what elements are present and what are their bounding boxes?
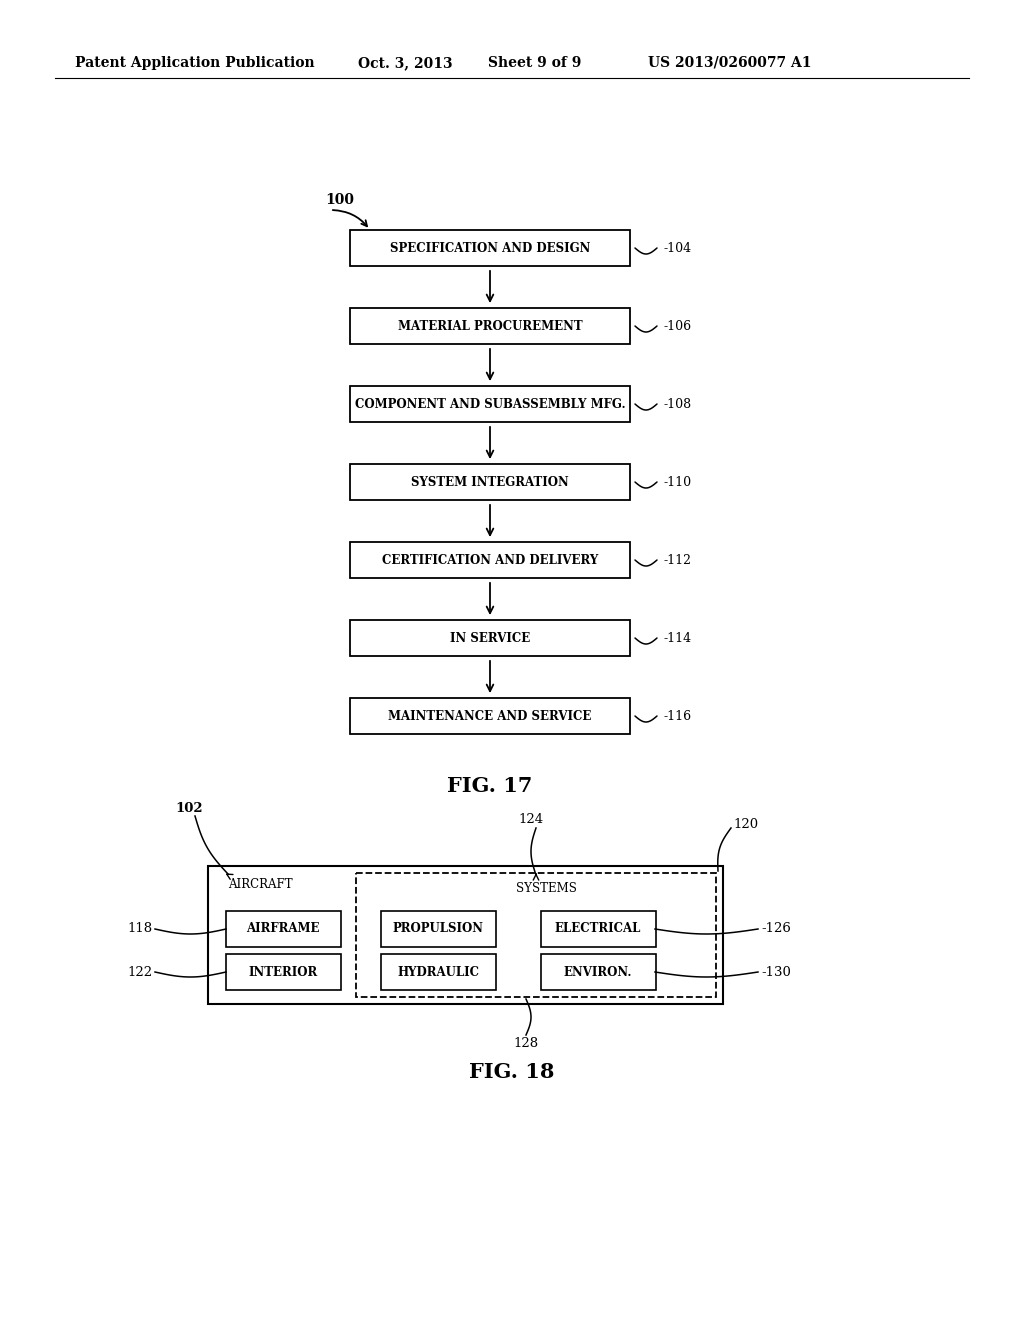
Text: ELECTRICAL: ELECTRICAL	[555, 923, 641, 936]
Text: 118: 118	[128, 923, 153, 936]
Text: 124: 124	[518, 813, 544, 826]
Text: CERTIFICATION AND DELIVERY: CERTIFICATION AND DELIVERY	[382, 553, 598, 566]
Text: -130: -130	[761, 965, 791, 978]
Text: MAINTENANCE AND SERVICE: MAINTENANCE AND SERVICE	[388, 710, 592, 722]
Text: SYSTEMS: SYSTEMS	[515, 882, 577, 895]
Text: -108: -108	[663, 397, 691, 411]
Text: 120: 120	[733, 817, 758, 830]
Text: Sheet 9 of 9: Sheet 9 of 9	[488, 55, 582, 70]
Text: -114: -114	[663, 631, 691, 644]
Text: PROPULSION: PROPULSION	[392, 923, 483, 936]
Bar	[350, 230, 630, 267]
Text: -106: -106	[663, 319, 691, 333]
Text: 100: 100	[325, 193, 354, 207]
Text: 128: 128	[513, 1038, 539, 1049]
Text: SYSTEM INTEGRATION: SYSTEM INTEGRATION	[411, 475, 569, 488]
Text: -116: -116	[663, 710, 691, 722]
Text: -110: -110	[663, 475, 691, 488]
Bar	[541, 911, 656, 946]
Text: COMPONENT AND SUBASSEMBLY MFG.: COMPONENT AND SUBASSEMBLY MFG.	[354, 397, 626, 411]
Text: -104: -104	[663, 242, 691, 255]
Bar	[350, 543, 630, 578]
Bar	[541, 954, 656, 990]
Text: Patent Application Publication: Patent Application Publication	[75, 55, 314, 70]
Bar	[226, 911, 341, 946]
Text: MATERIAL PROCUREMENT: MATERIAL PROCUREMENT	[397, 319, 583, 333]
Text: US 2013/0260077 A1: US 2013/0260077 A1	[648, 55, 811, 70]
Bar	[356, 873, 716, 997]
Bar	[381, 911, 496, 946]
Text: AIRFRAME: AIRFRAME	[246, 923, 319, 936]
Bar	[350, 698, 630, 734]
Text: IN SERVICE: IN SERVICE	[450, 631, 530, 644]
Text: Oct. 3, 2013: Oct. 3, 2013	[358, 55, 453, 70]
Bar	[350, 385, 630, 422]
Bar	[350, 465, 630, 500]
Bar	[350, 308, 630, 345]
Bar	[208, 866, 723, 1005]
Text: FIG. 17: FIG. 17	[447, 776, 532, 796]
Text: ENVIRON.: ENVIRON.	[564, 965, 632, 978]
Text: HYDRAULIC: HYDRAULIC	[397, 965, 479, 978]
Bar	[350, 620, 630, 656]
Text: 122: 122	[128, 965, 153, 978]
Text: 102: 102	[175, 801, 203, 814]
Text: FIG. 18: FIG. 18	[469, 1063, 555, 1082]
Text: AIRCRAFT: AIRCRAFT	[228, 878, 293, 891]
Bar	[381, 954, 496, 990]
Text: INTERIOR: INTERIOR	[249, 965, 317, 978]
Bar	[226, 954, 341, 990]
Text: SPECIFICATION AND DESIGN: SPECIFICATION AND DESIGN	[390, 242, 590, 255]
Text: -126: -126	[761, 923, 791, 936]
Text: -112: -112	[663, 553, 691, 566]
